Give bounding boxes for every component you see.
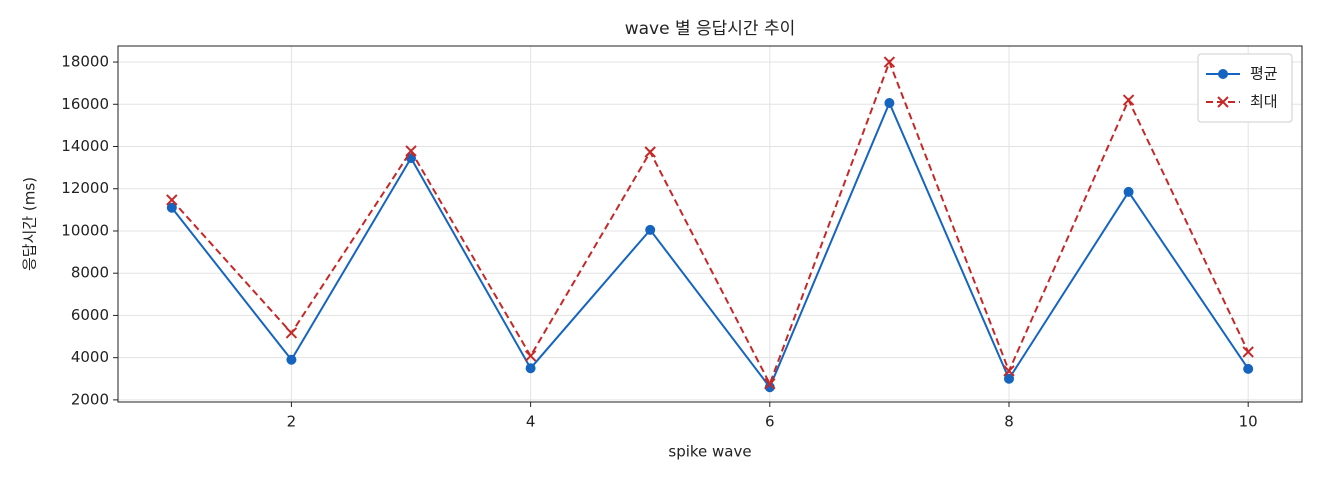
y-tick-label: 4000 xyxy=(71,348,109,366)
point xyxy=(764,378,776,390)
y-tick-label: 8000 xyxy=(71,264,109,282)
point xyxy=(1243,363,1254,374)
y-tick-label: 2000 xyxy=(71,390,109,408)
y-tick-label: 10000 xyxy=(61,221,109,239)
point xyxy=(1003,373,1014,384)
x-tick-label: 8 xyxy=(1004,413,1014,431)
x-tick-label: 4 xyxy=(526,413,536,431)
point xyxy=(524,350,537,362)
legend-marker xyxy=(1218,69,1228,79)
y-axis-label: 응답시간 (ms) xyxy=(21,177,39,271)
y-tick-label: 16000 xyxy=(61,95,109,113)
legend-marker xyxy=(1217,96,1229,108)
plot-frame xyxy=(117,45,1303,403)
point xyxy=(1122,94,1135,106)
point xyxy=(644,146,656,158)
point xyxy=(286,354,297,365)
x-tick-label: 10 xyxy=(1239,413,1258,431)
point xyxy=(883,56,896,68)
y-tick-label: 14000 xyxy=(61,137,109,155)
point xyxy=(764,382,775,393)
legend-box xyxy=(1197,53,1293,123)
x-axis-label: spike wave xyxy=(668,443,751,461)
point xyxy=(1242,346,1254,358)
point xyxy=(525,363,536,374)
series-line xyxy=(171,100,1250,390)
x-tick-label: 6 xyxy=(765,413,775,431)
y-tick-label: 18000 xyxy=(61,53,109,71)
x-tick-label: 2 xyxy=(287,413,297,431)
point xyxy=(285,327,298,339)
series-line xyxy=(171,59,1250,387)
point xyxy=(405,145,417,157)
point xyxy=(166,194,178,206)
y-tick-label: 6000 xyxy=(71,306,109,324)
y-tick-label: 12000 xyxy=(61,179,109,197)
legend-label: 최대 xyxy=(1250,93,1278,111)
point xyxy=(1123,186,1134,197)
legend-label: 평균 xyxy=(1250,65,1278,83)
point xyxy=(884,98,895,109)
point xyxy=(645,224,656,235)
chart-title: wave 별 응답시간 추이 xyxy=(625,19,796,39)
point xyxy=(166,202,177,213)
point xyxy=(1003,365,1015,377)
